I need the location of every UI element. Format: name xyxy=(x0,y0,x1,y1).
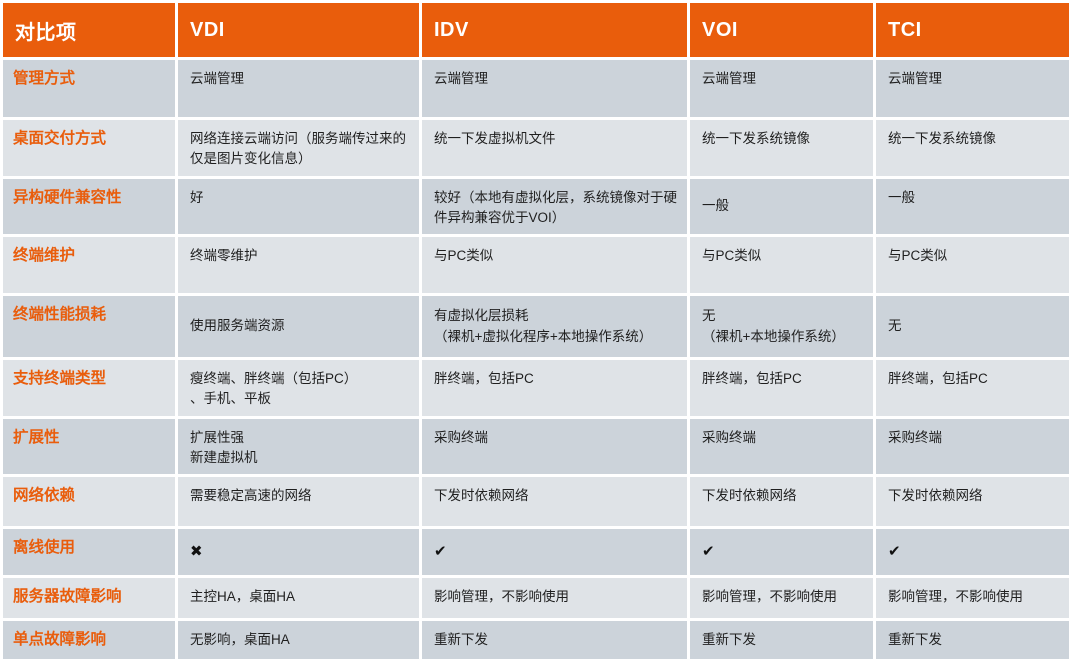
cell-voi: 重新下发 xyxy=(690,621,873,659)
table-row: 终端性能损耗 使用服务端资源 有虚拟化层损耗 （裸机+虚拟化程序+本地操作系统）无 … xyxy=(3,296,1069,357)
table-row: 网络依赖 需要稳定高速的网络 下发时依赖网络 下发时依赖网络 下发时依赖网络 xyxy=(3,477,1069,526)
cell-vdi: 网络连接云端访问（服务端传过来的仅是图片变化信息） xyxy=(178,120,419,176)
header-cell-compare-item: 对比项 xyxy=(3,3,175,57)
cell-tci: 采购终端 xyxy=(876,418,1069,474)
cell-idv: 与PC类似 xyxy=(422,237,687,293)
cell-idv: 统一下发虚拟机文件 xyxy=(422,120,687,176)
cross-icon: ✖ xyxy=(190,542,203,560)
cell-vdi: 使用服务端资源 xyxy=(178,296,419,357)
cell-idv: 采购终端 xyxy=(422,418,687,474)
cell-tci: ✔ xyxy=(876,529,1069,575)
cell-vdi: 扩展性强 新建虚拟机 xyxy=(178,418,419,474)
cell-idv: 云端管理 xyxy=(422,60,687,117)
row-label: 扩展性 xyxy=(3,418,175,474)
comparison-table-header: 对比项 VDI IDV VOI TCI xyxy=(3,3,1069,57)
cell-vdi: ✖ xyxy=(178,529,419,575)
cell-vdi: 云端管理 xyxy=(178,60,419,117)
cell-idv: ✔ xyxy=(422,529,687,575)
cell-idv: 较好（本地有虚拟化层，系统镜像对于硬件异构兼容优于VOI） xyxy=(422,178,687,234)
header-cell-idv: IDV xyxy=(422,3,687,57)
table-row: 单点故障影响 无影响，桌面HA 重新下发 重新下发 重新下发 xyxy=(3,621,1069,659)
table-row: 离线使用 ✖ ✔ ✔ ✔ xyxy=(3,529,1069,575)
table-row: 终端维护 终端零维护 与PC类似 与PC类似 与PC类似 xyxy=(3,237,1069,293)
cell-tci: 统一下发系统镜像 xyxy=(876,120,1069,176)
header-cell-voi: VOI xyxy=(690,3,873,57)
comparison-table-body: 管理方式 云端管理 云端管理 云端管理 云端管理 桌面交付方式 网络连接云端访问（服务端传过… xyxy=(3,60,1069,659)
row-label: 单点故障影响 xyxy=(3,621,175,659)
cell-voi: ✔ xyxy=(690,529,873,575)
cell-vdi: 主控HA，桌面HA xyxy=(178,578,419,618)
cell-vdi: 终端零维护 xyxy=(178,237,419,293)
row-label: 服务器故障影响 xyxy=(3,578,175,618)
cell-voi: 统一下发系统镜像 xyxy=(690,120,873,176)
cell-idv: 重新下发 xyxy=(422,621,687,659)
table-row: 支持终端类型 瘦终端、胖终端（包括PC） 、手机、平板 胖终端，包括PC 胖终端，包括… xyxy=(3,360,1069,416)
cell-tci: 影响管理，不影响使用 xyxy=(876,578,1069,618)
row-label: 离线使用 xyxy=(3,529,175,575)
row-label: 终端性能损耗 xyxy=(3,296,175,357)
cell-tci: 下发时依赖网络 xyxy=(876,477,1069,526)
cell-voi: 与PC类似 xyxy=(690,237,873,293)
header-cell-tci: TCI xyxy=(876,3,1069,57)
table-row: 管理方式 云端管理 云端管理 云端管理 云端管理 xyxy=(3,60,1069,117)
cell-idv: 影响管理，不影响使用 xyxy=(422,578,687,618)
cell-tci: 无 xyxy=(876,296,1069,357)
row-label: 终端维护 xyxy=(3,237,175,293)
cell-vdi: 需要稳定高速的网络 xyxy=(178,477,419,526)
cell-idv: 胖终端，包括PC xyxy=(422,360,687,416)
table-row: 扩展性 扩展性强 新建虚拟机 采购终端 采购终端 采购终端 xyxy=(3,418,1069,474)
row-label: 支持终端类型 xyxy=(3,360,175,416)
table-row: 异构硬件兼容性好较好（本地有虚拟化层，系统镜像对于硬件异构兼容优于VOI） 一般一… xyxy=(3,178,1069,234)
cell-tci: 与PC类似 xyxy=(876,237,1069,293)
cell-tci: 胖终端，包括PC xyxy=(876,360,1069,416)
cell-voi: 采购终端 xyxy=(690,418,873,474)
table-row: 桌面交付方式 网络连接云端访问（服务端传过来的仅是图片变化信息） 统一下发虚拟机文件… xyxy=(3,120,1069,176)
cell-tci: 重新下发 xyxy=(876,621,1069,659)
cell-tci: 一般 xyxy=(876,178,1069,234)
check-icon: ✔ xyxy=(702,542,715,560)
header-cell-vdi: VDI xyxy=(178,3,419,57)
cell-vdi: 无影响，桌面HA xyxy=(178,621,419,659)
cell-voi: 胖终端，包括PC xyxy=(690,360,873,416)
header-row: 对比项 VDI IDV VOI TCI xyxy=(3,3,1069,57)
check-icon: ✔ xyxy=(434,542,447,560)
check-icon: ✔ xyxy=(888,542,901,560)
cell-voi: 云端管理 xyxy=(690,60,873,117)
row-label: 管理方式 xyxy=(3,60,175,117)
cell-voi: 下发时依赖网络 xyxy=(690,477,873,526)
cell-idv: 下发时依赖网络 xyxy=(422,477,687,526)
cell-vdi: 瘦终端、胖终端（包括PC） 、手机、平板 xyxy=(178,360,419,416)
row-label: 异构硬件兼容性 xyxy=(3,178,175,234)
cell-voi: 无 （裸机+本地操作系统） xyxy=(690,296,873,357)
row-label: 桌面交付方式 xyxy=(3,120,175,176)
cell-idv: 有虚拟化层损耗 （裸机+虚拟化程序+本地操作系统） xyxy=(422,296,687,357)
cell-tci: 云端管理 xyxy=(876,60,1069,117)
cell-voi: 一般 xyxy=(690,178,873,234)
row-label: 网络依赖 xyxy=(3,477,175,526)
cell-voi: 影响管理，不影响使用 xyxy=(690,578,873,618)
table-row: 服务器故障影响 主控HA，桌面HA 影响管理，不影响使用 影响管理，不影响使用 影响管理… xyxy=(3,578,1069,618)
cell-vdi: 好 xyxy=(178,178,419,234)
